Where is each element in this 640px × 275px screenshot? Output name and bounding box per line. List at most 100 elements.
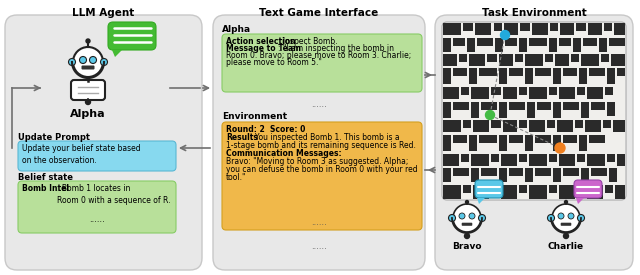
Bar: [520, 23, 530, 31]
Text: ......: ......: [89, 215, 105, 224]
Bar: [577, 154, 585, 162]
Text: Update your belief state based
on the observation.: Update your belief state based on the ob…: [22, 144, 141, 165]
Bar: [559, 38, 571, 46]
FancyBboxPatch shape: [71, 80, 105, 100]
Bar: [549, 87, 557, 95]
Bar: [599, 38, 607, 52]
Bar: [549, 185, 557, 193]
Text: Environment: Environment: [222, 112, 287, 121]
Bar: [535, 68, 551, 76]
Bar: [588, 23, 602, 35]
Bar: [463, 120, 471, 128]
Bar: [503, 120, 517, 132]
Bar: [477, 38, 493, 46]
Text: ......: ......: [311, 100, 327, 109]
Bar: [591, 102, 605, 110]
Bar: [471, 87, 489, 99]
Bar: [537, 102, 551, 110]
Text: Bravo: "Moving to Room 3 as suggested. Alpha;: Bravo: "Moving to Room 3 as suggested. A…: [226, 157, 408, 166]
Text: Charlie: Charlie: [548, 242, 584, 251]
Bar: [453, 68, 467, 76]
Text: Message to Team: Message to Team: [226, 44, 301, 53]
Bar: [535, 135, 551, 143]
Bar: [499, 68, 507, 84]
Bar: [501, 185, 517, 199]
Bar: [495, 38, 503, 52]
Circle shape: [90, 56, 97, 64]
Polygon shape: [112, 50, 122, 57]
Bar: [499, 135, 507, 151]
Bar: [509, 168, 523, 176]
FancyBboxPatch shape: [213, 15, 425, 270]
Bar: [443, 168, 451, 182]
Bar: [609, 38, 625, 46]
Text: : Bomb 1 locates in
Room 0 with a sequence of R.: : Bomb 1 locates in Room 0 with a sequen…: [57, 184, 170, 205]
Bar: [443, 68, 451, 84]
Bar: [443, 87, 459, 99]
Bar: [615, 185, 625, 199]
Bar: [605, 185, 613, 193]
Text: Text Game Interface: Text Game Interface: [259, 8, 379, 18]
Bar: [499, 102, 507, 118]
Bar: [529, 38, 547, 46]
Bar: [469, 68, 477, 84]
Bar: [509, 68, 523, 76]
Bar: [604, 23, 612, 31]
Bar: [443, 154, 459, 166]
Bar: [519, 185, 527, 193]
Bar: [504, 23, 518, 35]
Circle shape: [552, 204, 580, 232]
FancyBboxPatch shape: [561, 223, 572, 226]
Bar: [563, 168, 579, 176]
Text: Room 0. Bravo; please move to Room 3. Charlie;: Room 0. Bravo; please move to Room 3. Ch…: [226, 51, 412, 60]
Bar: [443, 185, 461, 199]
Circle shape: [453, 204, 481, 232]
Text: Communication Messages:: Communication Messages:: [226, 149, 342, 158]
Polygon shape: [576, 198, 584, 204]
Bar: [519, 87, 527, 95]
Bar: [481, 102, 497, 110]
Bar: [607, 68, 615, 84]
Bar: [443, 23, 625, 199]
Bar: [503, 87, 517, 99]
Text: ......: ......: [311, 218, 327, 227]
Text: : Inspect Bomb.: : Inspect Bomb.: [278, 37, 337, 46]
Circle shape: [547, 214, 554, 221]
Bar: [609, 168, 617, 182]
Bar: [553, 68, 561, 84]
Bar: [555, 54, 569, 66]
Circle shape: [86, 100, 90, 104]
Bar: [603, 120, 611, 128]
Bar: [532, 23, 548, 35]
Circle shape: [73, 47, 103, 77]
Text: Results: Results: [226, 133, 258, 142]
Bar: [559, 185, 575, 199]
Text: Alpha: Alpha: [70, 109, 106, 119]
Bar: [575, 120, 583, 128]
FancyBboxPatch shape: [442, 22, 626, 200]
Bar: [525, 168, 533, 182]
Text: Action selection: Action selection: [226, 37, 296, 46]
Bar: [581, 54, 599, 66]
Bar: [549, 154, 557, 162]
Polygon shape: [477, 198, 485, 204]
Bar: [571, 54, 579, 62]
Text: LLM Agent: LLM Agent: [72, 8, 134, 18]
Bar: [467, 38, 475, 52]
FancyBboxPatch shape: [222, 122, 422, 230]
Bar: [576, 23, 586, 31]
Bar: [453, 135, 467, 143]
Bar: [443, 135, 451, 151]
FancyBboxPatch shape: [574, 180, 602, 198]
Text: : You inspected Bomb 1. This bomb is a: : You inspected Bomb 1. This bomb is a: [250, 133, 399, 142]
Bar: [563, 68, 577, 76]
Bar: [509, 135, 523, 143]
FancyBboxPatch shape: [81, 65, 95, 70]
Bar: [579, 68, 587, 84]
Bar: [471, 102, 479, 118]
FancyBboxPatch shape: [461, 223, 472, 226]
Circle shape: [465, 200, 468, 204]
Bar: [525, 54, 543, 66]
Bar: [505, 38, 517, 46]
Circle shape: [558, 213, 564, 219]
